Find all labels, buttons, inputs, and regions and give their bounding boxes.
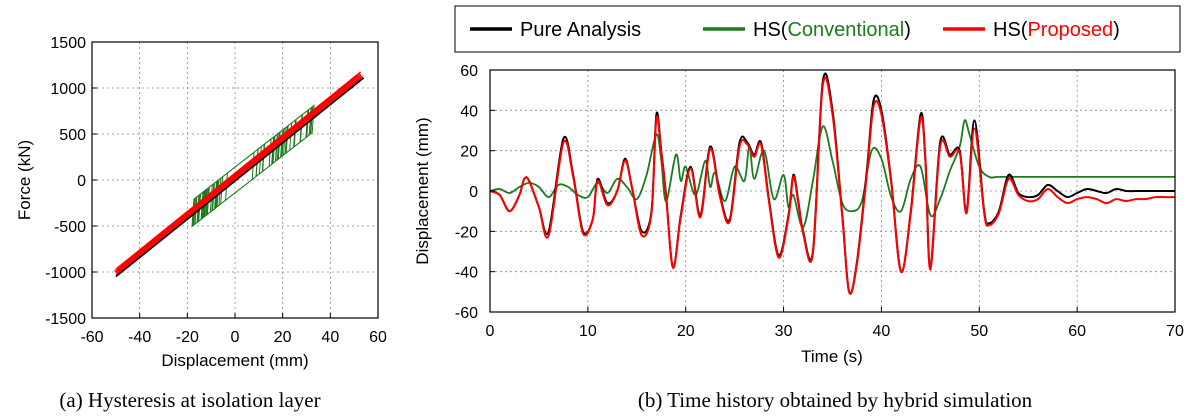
x-tick-label: 30 [775, 323, 793, 340]
chart-a-ylabel: Force (kN) [15, 140, 34, 220]
legend-label: HS(Conventional) [753, 19, 911, 41]
legend-label-part: ) [1113, 19, 1120, 41]
y-tick-label: -1000 [45, 265, 86, 282]
y-tick-label: 0 [77, 173, 86, 190]
chart-a-ticks: -60 -40 -20 0 20 40 60 1500 1000 500 0 -500 -1000 -15… [45, 35, 387, 346]
legend-label-part: HS( [993, 19, 1028, 41]
chart-b-series [489, 72, 1175, 295]
y-tick-label: -500 [54, 219, 86, 236]
y-tick-label: -1500 [45, 311, 86, 328]
x-tick-label: 40 [321, 329, 339, 346]
legend-label: Pure Analysis [520, 19, 641, 41]
legend-label-part: Proposed [1027, 19, 1113, 41]
x-tick-label: 50 [970, 323, 988, 340]
chart-a-xlabel: Displacement (mm) [161, 351, 308, 370]
chart-b-caption: (b) Time history obtained by hybrid simu… [638, 388, 1033, 412]
y-tick-label: 0 [469, 184, 478, 201]
x-tick-label: -40 [128, 329, 151, 346]
x-tick-label: 40 [873, 323, 891, 340]
x-tick-label: -60 [80, 329, 103, 346]
chart-b-xlabel: Time (s) [801, 347, 863, 366]
y-tick-label: 20 [460, 144, 478, 161]
legend-label-part: HS( [753, 19, 788, 41]
y-tick-label: 1500 [50, 35, 86, 52]
y-tick-label: 60 [460, 63, 478, 80]
legend-label-part: Pure Analysis [520, 19, 641, 41]
x-tick-label: 0 [486, 323, 495, 340]
y-tick-label: -60 [455, 305, 478, 322]
time-history-analysis-series [489, 72, 1175, 295]
hysteresis-proposed-band [113, 72, 364, 276]
chart-b-ylabel: Displacement (mm) [413, 117, 432, 264]
chart-a-series [113, 71, 365, 278]
chart-b-legend: Pure Analysis HS(Conventional) HS(Proposed… [454, 5, 1181, 53]
x-tick-label: 20 [274, 329, 292, 346]
y-tick-label: -20 [455, 224, 478, 241]
chart-b-ticks: 0 10 20 30 40 50 60 70 60 40 20 0 -20 -40 -60 [455, 63, 1184, 340]
hysteresis-analysis-series [115, 77, 365, 278]
legend-label-part: ) [904, 19, 911, 41]
y-tick-label: 40 [460, 103, 478, 120]
time-history-chart: 0 10 20 30 40 50 60 70 60 40 20 0 -20 -40 -60 Time (s)… [413, 5, 1184, 412]
legend-label-part: Conventional [787, 19, 904, 41]
x-tick-label: 20 [677, 323, 695, 340]
x-tick-label: 60 [369, 329, 387, 346]
y-tick-label: 1000 [50, 81, 86, 98]
x-tick-label: 60 [1068, 323, 1086, 340]
y-tick-label: 500 [59, 127, 86, 144]
legend-box [454, 5, 1181, 53]
x-tick-label: 70 [1166, 323, 1184, 340]
x-tick-label: -20 [176, 329, 199, 346]
chart-a-caption: (a) Hysteresis at isolation layer [59, 388, 320, 412]
x-tick-label: 10 [579, 323, 597, 340]
time-history-proposed-series [489, 76, 1175, 295]
hysteresis-conventional-series [191, 104, 315, 228]
hysteresis-chart: -60 -40 -20 0 20 40 60 1500 1000 500 0 -500 -1000 -15… [15, 35, 387, 412]
x-tick-label: 0 [231, 329, 240, 346]
legend-label: HS(Proposed) [993, 19, 1120, 41]
time-history-conventional-series [489, 119, 1175, 229]
y-tick-label: -40 [455, 265, 478, 282]
